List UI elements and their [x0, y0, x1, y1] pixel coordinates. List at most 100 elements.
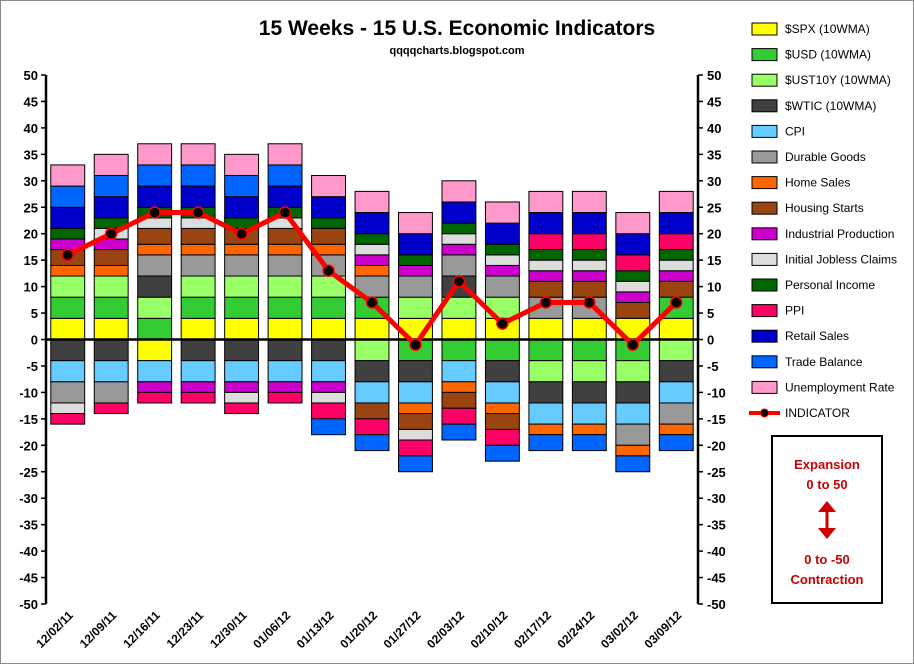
bar-segment: Industrial Production 02/10/12: 2	[484, 264, 520, 277]
bar-segment: Personal Income 03/09/12: 2	[658, 249, 694, 261]
legend-label: Personal Income	[785, 278, 875, 292]
bar-segment: $UST10Y (10WMA) 01/20/12: -4	[354, 339, 390, 362]
y-tick-label-right: -45	[707, 571, 726, 586]
bar-segment: CPI 03/02/12: -4	[615, 402, 651, 425]
bar-segment: Initial Jobless Claims 02/24/12: 2	[571, 259, 607, 272]
y-tick-label: -45	[19, 571, 38, 586]
bar-segment: Housing Starts 02/10/12: -3	[484, 413, 520, 430]
bar-segment: Durable Goods 02/03/12: 4	[441, 254, 477, 277]
legend-label: Industrial Production	[785, 227, 894, 241]
bar-segment: Durable Goods 01/27/12: 4	[398, 275, 433, 298]
annotation-bottom-line-2: Contraction	[791, 572, 864, 587]
bar-segment: CPI 02/17/12: -4	[528, 402, 564, 425]
bar-segment: Initial Jobless Claims 12/02/11: -2	[50, 402, 86, 415]
bar-segment: Durable Goods 01/06/12: 4	[267, 254, 303, 277]
legend-swatch	[751, 150, 778, 164]
bar-segment: Industrial Production 02/17/12: 2	[528, 270, 564, 282]
bar-segment: Initial Jobless Claims 01/13/12: -2	[311, 391, 346, 404]
bar-segment: $SPX (10WMA) 02/17/12: 4	[528, 317, 564, 340]
bar-segment: PPI 12/09/11: -2	[93, 402, 129, 415]
bar-segment: $USD (10WMA) 12/09/11: 4	[93, 296, 129, 319]
bar-segment: Housing Starts 01/27/12: -3	[398, 413, 433, 430]
legend-swatch	[751, 329, 778, 343]
legend-swatch	[751, 304, 778, 318]
bar-segment: Housing Starts 03/09/12: 3	[658, 280, 694, 298]
x-tick-label: 01/20/12	[337, 608, 380, 651]
indicator-point	[626, 338, 640, 352]
bar-segment: $UST10Y (10WMA) 12/16/11: 4	[137, 296, 173, 319]
x-tick-label: 02/24/12	[555, 608, 598, 651]
bar-segment: Durable Goods 12/16/11: 4	[137, 254, 173, 277]
bar-segment: $SPX (10WMA) 12/09/11: 4	[93, 317, 129, 340]
bar-segment: Unemployment Rate 03/02/12: 4	[615, 212, 651, 235]
bar-segment: Home Sales 02/10/12: -2	[484, 402, 520, 415]
bar-segment: Trade Balance 01/06/12: 4	[267, 164, 303, 187]
indicator-point	[191, 206, 205, 219]
bar-segment: Trade Balance 03/09/12: -3	[658, 434, 694, 452]
bar-segment: $WTIC (10WMA) 03/02/12: -4	[615, 381, 651, 404]
bar-segment: $UST10Y (10WMA) 02/24/12: -4	[571, 360, 607, 383]
legend-swatch	[751, 278, 778, 292]
bar-segment: $USD (10WMA) 01/13/12: 4	[311, 296, 346, 319]
bar-segment: Retail Sales 01/06/12: 4	[267, 185, 303, 208]
y-tick-label-right: 10	[707, 280, 721, 295]
legend-swatch	[751, 73, 778, 87]
bar-segment: $UST10Y (10WMA) 03/09/12: -4	[658, 339, 694, 362]
bar-segment: Housing Starts 01/13/12: 3	[311, 227, 346, 245]
bar-segment: $SPX (10WMA) 12/16/11: -4	[137, 339, 173, 362]
y-tick-label-right: -10	[707, 385, 726, 400]
bar-segment: Personal Income 01/27/12: 2	[398, 254, 433, 266]
y-tick-label: -5	[26, 359, 38, 374]
legend-indicator-point	[760, 408, 769, 418]
bar-segment: PPI 03/02/12: 3	[615, 254, 651, 272]
legend-swatch	[751, 99, 778, 113]
legend-label: Unemployment Rate	[785, 380, 895, 394]
bar-segment: Housing Starts 12/16/11: 3	[137, 227, 173, 245]
y-tick-label: -35	[19, 518, 38, 533]
legend-label: PPI	[785, 304, 804, 318]
indicator-point	[409, 338, 422, 352]
bar-segment: PPI 01/27/12: -3	[398, 439, 433, 457]
bar-segment: Home Sales 12/02/11: 2	[50, 264, 86, 277]
bar-segment: $USD (10WMA) 02/17/12: -4	[528, 339, 564, 362]
bar-segment: CPI 01/20/12: -4	[354, 381, 390, 404]
bar-segment: Unemployment Rate 12/30/11: 4	[224, 153, 260, 177]
y-tick-label-right: 50	[707, 68, 721, 83]
bar-segment: Housing Starts 02/03/12: -3	[441, 391, 477, 409]
x-tick-label: 01/13/12	[294, 608, 337, 651]
indicator-point	[148, 206, 161, 219]
bar-segment: Industrial Production 03/02/12: 2	[615, 291, 651, 303]
bar-segment: $WTIC (10WMA) 12/23/11: -4	[180, 339, 216, 362]
bar-segment: Housing Starts 02/24/12: 3	[571, 280, 607, 298]
legend-label-indicator: INDICATOR	[785, 406, 850, 420]
legend-label: Durable Goods	[785, 150, 866, 164]
bar-segment: Home Sales 12/16/11: 2	[137, 243, 173, 256]
bar-segment: $USD (10WMA) 02/24/12: -4	[571, 339, 607, 362]
bar-segment: $USD (10WMA) 12/16/11: 4	[137, 317, 173, 340]
bar-segment: $SPX (10WMA) 12/02/11: 4	[50, 317, 86, 340]
bar-segment: $SPX (10WMA) 03/09/12: 4	[658, 317, 694, 340]
bar-segment: Home Sales 02/17/12: -2	[528, 423, 564, 436]
bar-segment: PPI 12/16/11: -2	[137, 391, 173, 404]
bar-segment: CPI 12/09/11: -4	[93, 360, 129, 383]
y-tick-label: 5	[31, 306, 38, 321]
bar-segment: PPI 01/13/12: -3	[311, 402, 346, 420]
bar-segment: PPI 03/09/12: 3	[658, 233, 694, 251]
bar-segment: Unemployment Rate 01/27/12: 4	[398, 212, 433, 235]
y-tick-label: 40	[24, 121, 38, 136]
bar-segment: $SPX (10WMA) 12/23/11: 4	[180, 317, 216, 340]
bar-segment: Industrial Production 12/16/11: -2	[137, 381, 173, 393]
legend-label: Home Sales	[785, 176, 850, 190]
indicator-point	[235, 227, 248, 240]
x-tick-label: 12/30/11	[207, 608, 250, 651]
bar-segment: $USD (10WMA) 01/06/12: 4	[267, 296, 303, 319]
bar-segment: CPI 02/24/12: -4	[571, 402, 607, 425]
bar-segment: CPI 03/09/12: -4	[658, 381, 694, 404]
bar-segment: Personal Income 02/10/12: 2	[484, 243, 520, 256]
bar-segment: CPI 01/13/12: -4	[311, 360, 346, 383]
bar-segment: Unemployment Rate 02/10/12: 4	[484, 201, 520, 224]
bar-segment: Retail Sales 02/24/12: 4	[571, 212, 607, 235]
legend-label: CPI	[785, 124, 805, 138]
y-tick-label: -20	[19, 438, 38, 453]
y-tick-label-right: 35	[707, 147, 721, 162]
